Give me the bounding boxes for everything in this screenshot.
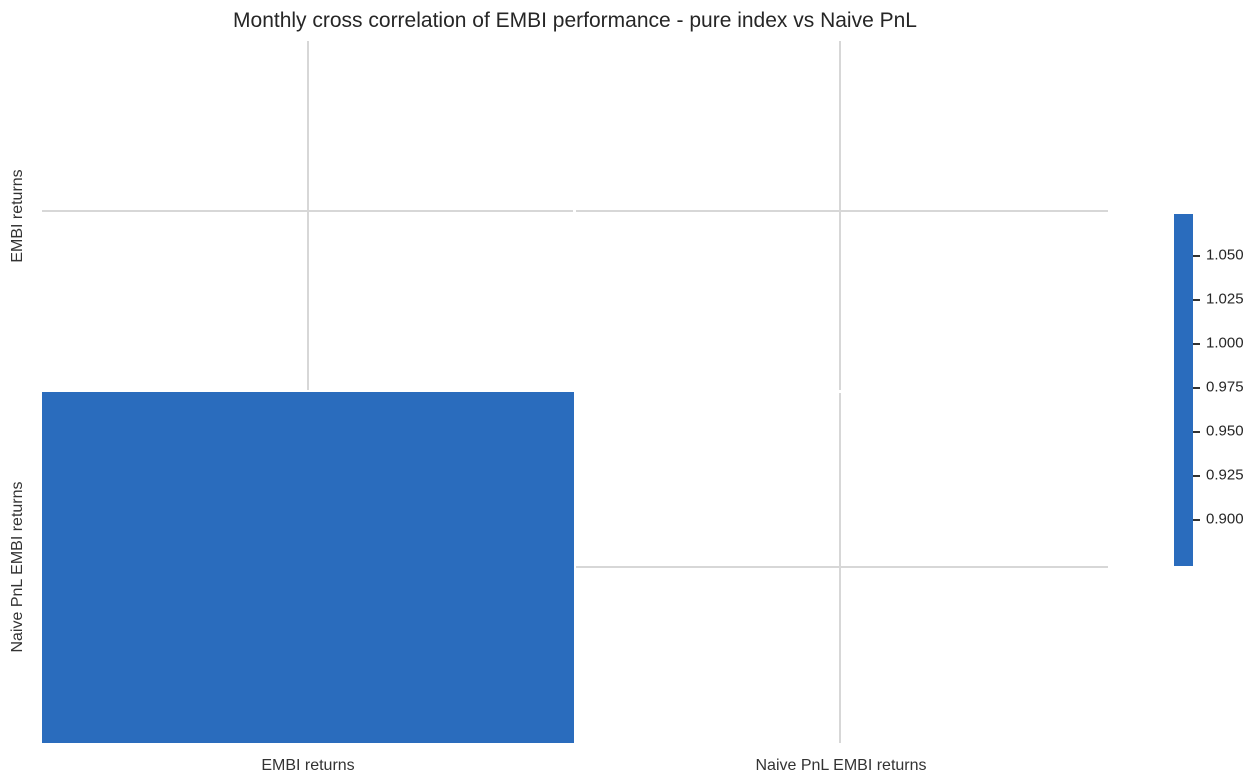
colorbar-tick-label: 0.950 — [1206, 422, 1244, 440]
gridline-row2-right — [576, 566, 1108, 568]
colorbar-tick-mark — [1193, 387, 1200, 389]
colorbar-tick-label: 0.900 — [1206, 510, 1244, 528]
colorbar-tick-label: 1.000 — [1206, 334, 1244, 352]
colorbar-tick-mark — [1193, 255, 1200, 257]
colorbar-tick-label: 0.975 — [1206, 378, 1244, 396]
colorbar-tick-label: 1.050 — [1206, 246, 1244, 264]
gridline-row1-right — [576, 210, 1108, 212]
colorbar-tick-mark — [1193, 431, 1200, 433]
colorbar-tick-mark — [1193, 475, 1200, 477]
x-tick-label-embi-returns: EMBI returns — [261, 757, 355, 774]
colorbar-tick-mark — [1193, 519, 1200, 521]
heatmap-cell-naive-pnl-vs-embi — [42, 392, 574, 743]
colorbar-tick-mark — [1193, 343, 1200, 345]
y-tick-label-embi-returns: EMBI returns — [9, 169, 26, 263]
x-tick-label-naive-pnl-embi-returns: Naive PnL EMBI returns — [755, 757, 927, 774]
chart-title: Monthly cross correlation of EMBI perfor… — [233, 9, 917, 32]
gridline-col2-upper — [839, 41, 841, 390]
gridline-col1-upper — [307, 41, 309, 390]
colorbar-tick-label: 0.925 — [1206, 466, 1244, 484]
colorbar-tick-label: 1.025 — [1206, 290, 1244, 308]
colorbar-tick-mark — [1193, 299, 1200, 301]
colorbar — [1174, 214, 1193, 566]
y-tick-label-naive-pnl-embi-returns: Naive PnL EMBI returns — [9, 481, 26, 653]
gridline-col2-lower — [839, 393, 841, 743]
